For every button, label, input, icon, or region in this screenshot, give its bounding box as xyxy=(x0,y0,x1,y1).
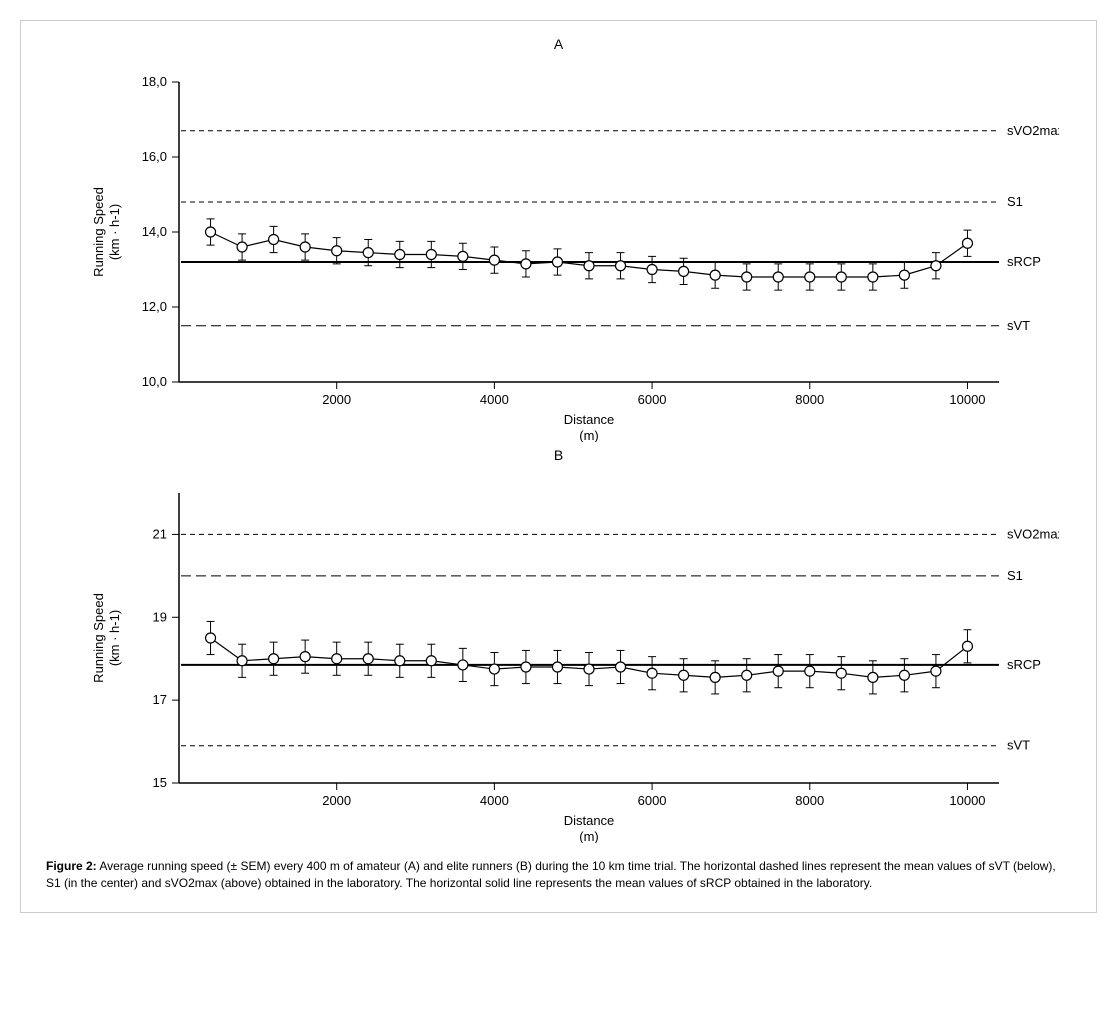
svg-text:sVT: sVT xyxy=(1007,738,1030,753)
caption-prefix: Figure 2: xyxy=(46,859,97,873)
svg-text:16,0: 16,0 xyxy=(141,149,166,164)
chart-a-svg: 10,0 12,0 14,0 16,0 18,0 2000 4000 6000 8000 1000… xyxy=(59,62,1059,442)
svg-text:sRCP: sRCP xyxy=(1007,254,1041,269)
svg-text:6000: 6000 xyxy=(637,793,666,808)
svg-text:Running Speed: Running Speed xyxy=(91,593,106,683)
svg-text:(m): (m) xyxy=(579,428,599,442)
chart-b-svg: 15 17 19 21 2000 4000 6000 8000 10000 Running Spe… xyxy=(59,473,1059,843)
svg-text:14,0: 14,0 xyxy=(141,224,166,239)
svg-text:sVO2max: sVO2max xyxy=(1007,526,1059,541)
figure-caption: Figure 2: Average running speed (± SEM) … xyxy=(21,843,1096,892)
svg-text:sVO2max: sVO2max xyxy=(1007,123,1059,138)
svg-text:8000: 8000 xyxy=(795,793,824,808)
svg-text:sRCP: sRCP xyxy=(1007,657,1041,672)
svg-text:17: 17 xyxy=(152,692,166,707)
panel-b-title: B xyxy=(21,447,1096,463)
chart-a: 10,0 12,0 14,0 16,0 18,0 2000 4000 6000 8000 1000… xyxy=(21,62,1096,442)
svg-text:2000: 2000 xyxy=(322,793,351,808)
svg-text:S1: S1 xyxy=(1007,194,1023,209)
svg-text:19: 19 xyxy=(152,609,166,624)
svg-text:sVT: sVT xyxy=(1007,318,1030,333)
svg-text:6000: 6000 xyxy=(637,392,666,407)
chart-b: 15 17 19 21 2000 4000 6000 8000 10000 Running Spe… xyxy=(21,473,1096,843)
svg-text:(km · h-1): (km · h-1) xyxy=(107,610,122,666)
svg-text:10000: 10000 xyxy=(949,793,985,808)
svg-text:2000: 2000 xyxy=(322,392,351,407)
svg-text:Distance: Distance xyxy=(563,813,614,828)
svg-text:4000: 4000 xyxy=(479,392,508,407)
svg-text:4000: 4000 xyxy=(479,793,508,808)
figure-container: A 10,012,014,016,018,0200040006000800010… xyxy=(20,20,1097,913)
svg-text:8000: 8000 xyxy=(795,392,824,407)
svg-text:15: 15 xyxy=(152,775,166,790)
svg-text:(km · h-1): (km · h-1) xyxy=(107,204,122,260)
svg-text:(m): (m) xyxy=(579,829,599,843)
svg-text:10000: 10000 xyxy=(949,392,985,407)
svg-text:S1: S1 xyxy=(1007,568,1023,583)
panel-a-title: A xyxy=(21,36,1096,52)
svg-text:21: 21 xyxy=(152,526,166,541)
svg-text:18,0: 18,0 xyxy=(141,74,166,89)
caption-text: Average running speed (± SEM) every 400 … xyxy=(46,859,1056,890)
svg-text:10,0: 10,0 xyxy=(141,374,166,389)
svg-text:12,0: 12,0 xyxy=(141,299,166,314)
svg-text:Distance: Distance xyxy=(563,412,614,427)
svg-text:Running Speed: Running Speed xyxy=(91,187,106,277)
